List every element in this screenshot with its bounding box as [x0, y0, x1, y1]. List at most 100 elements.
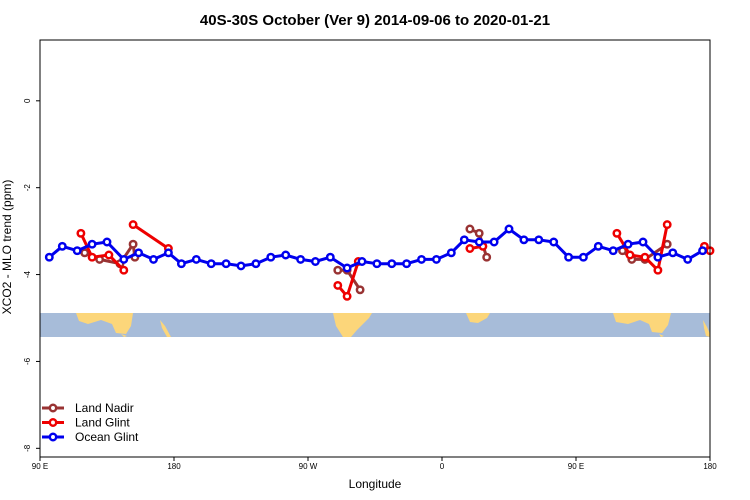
ocean-glint-point-0-15: [266, 252, 276, 262]
ocean-glint-point-0-38: [608, 246, 618, 256]
ocean-glint-point-0-1: [57, 241, 67, 251]
x-tick-label-1: 180: [167, 462, 181, 471]
y-tick-label-4: -8: [23, 444, 32, 452]
land-nadir-point-0-0: [80, 248, 90, 258]
ocean-glint-point-0-0: [44, 252, 54, 262]
y-axis: 0 -2 -4 -6 -8: [23, 98, 40, 452]
ocean-glint-point-0-5: [119, 254, 129, 264]
ocean-glint-point-0-27: [446, 248, 456, 258]
ocean-glint-point-0-23: [387, 259, 397, 269]
ocean-glint-point-0-22: [372, 259, 382, 269]
ocean-glint-point-0-34: [549, 237, 559, 247]
ocean-glint-point-0-18: [310, 257, 320, 266]
ocean-glint-point-0-3: [87, 239, 97, 249]
x-tick-label-5: 180: [703, 462, 717, 471]
x-axis-title: Longitude: [349, 477, 402, 491]
ocean-glint-point-0-29: [474, 237, 484, 247]
ocean-glint-point-0-43: [683, 254, 693, 264]
ocean-glint-point-0-13: [236, 261, 246, 271]
land-new-zealand-east: [703, 320, 710, 337]
ocean-glint-point-0-42: [668, 248, 678, 258]
ocean-band: [40, 313, 710, 337]
ocean-glint-point-0-24: [402, 259, 412, 269]
ocean-glint-point-0-21: [357, 257, 367, 266]
y-tick-label-0: 0: [23, 98, 32, 103]
land-glint-point-4-3: [653, 265, 663, 275]
y-tick-label-3: -6: [23, 357, 32, 365]
ocean-glint-point-0-33: [534, 235, 544, 245]
land-nadir-point-1-2: [355, 285, 365, 295]
ocean-glint-point-0-17: [296, 254, 306, 264]
land-south-america: [333, 313, 372, 337]
x-axis: 90 E 180 90 W 0 90 E 180: [32, 457, 717, 471]
ocean-glint-point-0-28: [459, 235, 469, 245]
land-nadir-point-2-2: [482, 252, 492, 262]
land-glint-point-4-2: [640, 252, 650, 262]
legend-label-land-nadir: Land Nadir: [75, 401, 134, 415]
ocean-glint-point-0-44: [698, 246, 708, 256]
land-tasmania-west: [121, 334, 127, 337]
ocean-glint-point-0-35: [564, 252, 574, 262]
ocean-glint-point-0-30: [489, 237, 499, 247]
ocean-glint-point-0-25: [417, 254, 426, 264]
land-glint-point-0-0: [76, 228, 86, 238]
ocean-glint-point-0-16: [281, 250, 291, 260]
ocean-glint-point-0-11: [206, 259, 216, 269]
land-nadir-point-0-3: [128, 239, 138, 249]
ocean-glint-point-0-14: [251, 259, 261, 269]
y-axis-title: XCO2 - MLO trend (ppm): [0, 180, 14, 315]
ocean-glint-point-0-19: [325, 252, 335, 262]
land-glint-point-2-0: [333, 280, 343, 290]
map-strip: [40, 313, 710, 337]
series-land-glint: [76, 220, 715, 301]
land-glint-point-4-0: [612, 228, 622, 238]
land-glint-point-4-4: [662, 220, 672, 230]
land-nadir-point-2-0: [465, 224, 475, 234]
legend-marker-ocean-glint: [48, 432, 58, 442]
land-glint-point-1-0: [128, 220, 138, 230]
y-tick-label-1: -2: [23, 184, 32, 192]
land-nadir-point-2-1: [474, 228, 484, 238]
legend-label-land-glint: Land Glint: [75, 416, 130, 430]
land-glint-point-4-1: [625, 250, 635, 260]
ocean-glint-point-0-6: [134, 248, 144, 258]
ocean-glint-point-0-32: [519, 235, 529, 245]
land-australia-east: [613, 313, 671, 333]
land-glint-point-3-0: [465, 244, 475, 253]
land-new-zealand-west: [160, 320, 171, 337]
ocean-glint-point-0-10: [191, 254, 201, 264]
ocean-glint-point-0-37: [593, 241, 603, 251]
land-glint-point-0-2: [104, 250, 114, 260]
ocean-glint-point-0-31: [504, 224, 514, 234]
ocean-glint-point-0-39: [623, 239, 633, 249]
x-tick-label-0: 90 E: [32, 462, 48, 471]
x-tick-label-3: 0: [440, 462, 445, 471]
ocean-glint-point-0-26: [431, 254, 441, 264]
land-glint-point-0-3: [119, 265, 129, 275]
legend-marker-land-nadir: [48, 403, 58, 413]
legend-marker-land-glint: [48, 418, 58, 427]
series-layer: [44, 220, 715, 301]
land-tasmania-east: [659, 334, 664, 337]
land-glint-point-2-1: [342, 291, 352, 301]
series-ocean-glint: [44, 224, 708, 273]
ocean-glint-point-0-41: [653, 252, 663, 262]
ocean-glint-point-0-20: [342, 263, 352, 273]
ocean-glint-point-0-4: [102, 237, 112, 247]
x-tick-label-2: 90 W: [299, 462, 318, 471]
plot-frame: [39, 39, 711, 458]
ocean-glint-point-0-7: [149, 254, 158, 264]
land-south-africa: [466, 313, 490, 323]
land-glint-point-0-1: [87, 252, 97, 262]
ocean-glint-point-0-40: [638, 237, 648, 247]
ocean-glint-point-0-8: [163, 248, 173, 258]
ocean-glint-point-0-36: [578, 252, 588, 262]
land-australia-west: [76, 313, 133, 334]
legend-label-ocean-glint: Ocean Glint: [75, 430, 139, 444]
x-tick-label-4: 90 E: [568, 462, 584, 471]
y-tick-label-2: -4: [23, 270, 32, 278]
chart-title: 40S-30S October (Ver 9) 2014-09-06 to 20…: [200, 12, 550, 29]
land-glint-line-1: [132, 223, 170, 250]
